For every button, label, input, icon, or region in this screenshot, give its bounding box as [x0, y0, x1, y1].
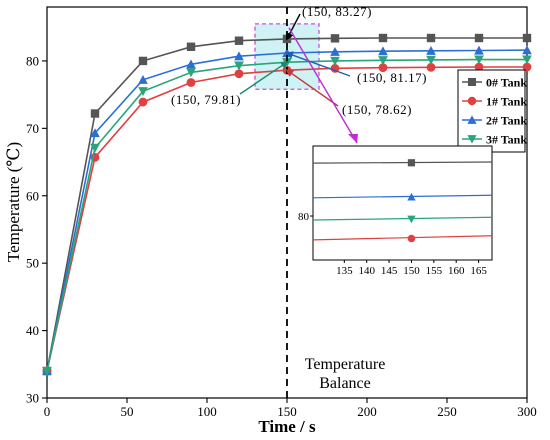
annotation-arrow-0	[286, 13, 301, 41]
series-point-3-4	[234, 61, 244, 71]
legend-label-3: 3# Tank	[486, 133, 527, 147]
annotation-arrow-2	[239, 61, 289, 95]
inset-x-tick-label-4: 155	[426, 265, 443, 277]
series-point-3-9	[474, 55, 484, 65]
legend-marker-3	[467, 135, 477, 144]
inset-series-point-1	[407, 234, 416, 243]
x-tick-label-3: 150	[277, 404, 297, 419]
inset-series-line-3	[312, 216, 493, 221]
x-tick-label-1: 50	[121, 404, 134, 419]
legend-marker-0	[468, 78, 476, 86]
inset-series-line-2	[312, 194, 493, 199]
y-axis-label: Temperature (℃)	[4, 142, 23, 262]
series-point-0-1	[90, 109, 100, 118]
inset-connector	[288, 27, 358, 144]
y-tick-label-2: 50	[26, 256, 39, 271]
series-point-0-3	[186, 42, 196, 51]
series-point-3-8	[426, 55, 436, 65]
inset-x-tick-label-0: 135	[336, 265, 353, 277]
series-point-2-4	[234, 51, 244, 61]
series-point-1-4	[234, 69, 244, 79]
x-tick-label-6: 300	[517, 404, 537, 419]
series-point-0-2	[138, 56, 148, 66]
series-point-0-8	[426, 33, 436, 43]
y-tick-label-3: 60	[26, 188, 39, 203]
legend: 0# Tank 1# Tank 2# Tank 3# Tank	[457, 69, 527, 153]
inset-x-tick-label-1: 140	[358, 265, 375, 277]
annotation-label-3: (150, 78.62)	[342, 102, 412, 117]
series-point-1-7	[378, 63, 388, 73]
series-point-3-10	[522, 55, 532, 65]
inset-frame	[312, 145, 493, 261]
inset-x-tick-label-6: 165	[470, 265, 487, 277]
series-point-1-3	[186, 78, 196, 87]
x-tick-label-4: 200	[357, 404, 377, 419]
inset-series-point-0	[407, 159, 416, 167]
y-axis-ticks: 30 40 50 60 70 80	[26, 53, 47, 406]
x-axis-label: Time / s	[258, 417, 316, 436]
series-point-3-0	[42, 366, 52, 376]
series-point-0-4	[234, 36, 244, 45]
series-point-3-3	[186, 68, 196, 78]
legend-marker-2	[467, 115, 477, 124]
y-tick-label-0: 30	[26, 391, 39, 406]
legend-label-1: 1# Tank	[486, 95, 527, 109]
annotation-label-2: (150, 79.81)	[171, 92, 241, 107]
zoom-inset: 135 140 145 150 155 160 165 80	[288, 27, 493, 277]
series-point-0-10	[522, 33, 532, 43]
series-point-3-7	[378, 56, 388, 66]
inset-connector-head	[348, 134, 358, 143]
annotation-arrow-3	[285, 69, 339, 107]
y-tick-label-1: 40	[26, 323, 39, 338]
series-point-1-10	[522, 62, 532, 72]
series-point-0-6	[330, 34, 340, 43]
annotation-arrow-1	[285, 51, 351, 77]
annotation-label-1: (150, 81.17)	[357, 70, 427, 85]
series-point-0-9	[474, 33, 484, 43]
series-point-1-6	[330, 63, 340, 73]
inset-x-tick-label-3: 150	[403, 265, 420, 277]
x-tick-label-5: 250	[437, 404, 457, 419]
x-tick-label-2: 100	[197, 404, 217, 419]
series-point-2-8	[426, 45, 436, 55]
reference-line-label-0: Temperature	[305, 356, 386, 373]
inset-y-tick-label-0: 80	[298, 211, 310, 223]
y-tick-label-4: 70	[26, 121, 39, 136]
inset-x-tick-label-5: 160	[448, 265, 465, 277]
series-point-1-9	[474, 62, 484, 72]
inset-series-line-1	[312, 235, 493, 241]
series-group	[42, 33, 532, 376]
series-point-2-3	[186, 59, 196, 69]
series-point-1-2	[138, 97, 148, 107]
series-point-2-7	[378, 46, 388, 56]
legend-label-0: 0# Tank	[486, 76, 527, 90]
series-point-2-2	[138, 74, 148, 84]
series-point-3-2	[138, 87, 148, 97]
series-point-0-7	[378, 33, 388, 43]
annotation-label-0: (150, 83.27)	[302, 4, 372, 19]
series-point-3-1	[90, 143, 100, 153]
series-point-1-8	[426, 62, 436, 72]
series-point-2-6	[330, 47, 340, 56]
legend-label-2: 2# Tank	[486, 114, 527, 128]
inset-x-tick-label-2: 145	[381, 265, 398, 277]
annotations-group: (150, 83.27) (150, 81.17) (150, 79.81) (150…	[171, 4, 427, 117]
series-point-2-9	[474, 45, 484, 55]
reference-line-label-1: Balance	[319, 375, 371, 392]
inset-series-line-0	[312, 161, 493, 164]
series-point-2-10	[522, 45, 532, 55]
x-axis-ticks: 0 50 100 150 200 250 300	[44, 398, 537, 419]
x-tick-label-0: 0	[44, 404, 51, 419]
legend-marker-1	[467, 96, 477, 106]
y-tick-label-5: 80	[26, 53, 39, 68]
inset-series-point-2	[407, 192, 416, 201]
inset-series-point-3	[407, 215, 416, 224]
series-point-3-6	[330, 56, 340, 66]
series-point-2-1	[90, 128, 100, 138]
